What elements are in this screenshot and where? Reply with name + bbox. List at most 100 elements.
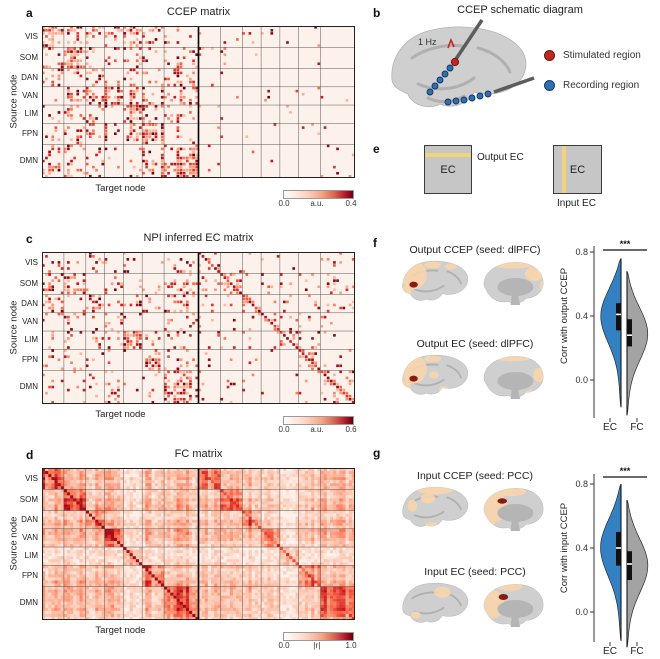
network-label-lim: LIM	[24, 109, 38, 119]
network-label-dmn: DMN	[19, 598, 38, 608]
legend-label: Stimulated region	[563, 50, 641, 61]
dlpfc-seed-region	[409, 375, 418, 382]
colorbar-min: 0.0	[278, 425, 290, 434]
network-label-vis: VIS	[25, 257, 38, 267]
panel-e: e EC Output EC EC Input EC	[370, 138, 660, 233]
panel-letter-f: f	[373, 236, 377, 250]
matrix-title-ec: NPI inferred EC matrix	[143, 232, 254, 244]
schematic-title: CCEP schematic diagram	[457, 4, 583, 16]
ccep-heatmap-canvas	[42, 26, 355, 178]
panel-letter-g: g	[373, 446, 381, 460]
input-ec-column-highlight	[562, 146, 566, 193]
panel-letter-d: d	[26, 448, 34, 462]
panel-c: c NPI inferred EC matrix Source node VIS…	[0, 228, 400, 448]
network-label-van: VAN	[22, 316, 38, 326]
input-ec-label: Input EC	[557, 198, 596, 209]
violin-plot-output: 0.0 0.4 0.8 Corr with output CCEP EC FC ***	[559, 239, 649, 433]
ccep-schematic-brain: 1 Hz	[391, 19, 535, 108]
ec-box-label: EC	[569, 163, 586, 176]
network-label-dmn: DMN	[19, 382, 38, 392]
network-label-van: VAN	[22, 532, 38, 542]
brain-map-output-ec-lateral	[402, 354, 469, 395]
stimulated-electrode-icon	[450, 57, 460, 67]
colorbar-min: 0.0	[278, 641, 290, 650]
colorbar	[283, 416, 354, 425]
colorbar-max: 1.0	[345, 641, 357, 650]
colorbar-max: 0.6	[345, 425, 357, 434]
matrix-title-fc: FC matrix	[174, 448, 223, 460]
panel-letter-c: c	[26, 232, 33, 246]
recording-region-icon	[544, 80, 555, 91]
brain-map-input-ccep-lateral	[402, 486, 469, 527]
recording-electrodes-icons	[426, 64, 492, 106]
electrode-shaft-1	[454, 19, 484, 60]
brain-map-input-ccep-medial	[483, 488, 544, 531]
output-ec-map-title: Output EC (seed: dlPFC)	[416, 338, 534, 350]
stim-frequency-label: 1 Hz	[418, 37, 437, 47]
y-tick-label: 0.0	[575, 375, 588, 385]
panel-d: d FC matrix Source node VIS SOM DAN VAN LIM F…	[0, 444, 400, 659]
violin-ec	[600, 258, 622, 408]
panel-f: f Output CCEP (seed: dlPFC) Output EC (s…	[370, 234, 660, 444]
colorbar-min: 0.0	[278, 199, 290, 208]
ec-box-label: EC	[440, 163, 456, 176]
legend-label: Recording region	[563, 80, 640, 91]
group-label-fc: FC	[630, 422, 643, 433]
brain-map-output-ccep-medial	[483, 262, 544, 305]
matrix-title-ccep: CCEP matrix	[166, 6, 231, 18]
corpus-callosum	[497, 504, 534, 522]
violin-fc	[626, 499, 649, 648]
brainstem	[510, 520, 521, 531]
network-label-fpn: FPN	[22, 128, 38, 138]
stimulated-region-icon	[544, 50, 555, 61]
y-tick-label: 0.8	[575, 247, 588, 257]
y-tick-label: 0.4	[575, 311, 588, 321]
pcc-seed-region	[497, 498, 507, 504]
brainstem	[510, 616, 521, 627]
brain-map-input-ec-medial	[483, 584, 544, 627]
panel-letter-a: a	[26, 6, 33, 20]
group-label-ec: EC	[603, 422, 617, 433]
y-axis-label: Corr with input CCEP	[559, 503, 570, 593]
iqr-box-fc	[627, 551, 632, 580]
colorbar	[283, 190, 354, 199]
violin-fc	[626, 271, 649, 416]
network-label-vis: VIS	[25, 473, 38, 483]
brainstem	[510, 388, 521, 399]
input-ec-map-title: Input EC (seed: PCC)	[424, 566, 526, 578]
network-labels: VIS SOM DAN VAN LIM FPN DMN	[0, 26, 38, 178]
network-label-fpn: FPN	[22, 570, 38, 580]
panel-a: a CCEP matrix Source node VIS SOM DAN VAN LI…	[0, 2, 400, 222]
network-label-som: SOM	[19, 494, 38, 504]
brain-map-output-ec-medial	[483, 356, 544, 399]
fc-heatmap-canvas	[42, 468, 355, 620]
significance-stars: ***	[620, 239, 631, 249]
output-ec-row-highlight	[425, 153, 471, 157]
iqr-box-fc	[627, 319, 632, 347]
panel-letter-e: e	[373, 142, 380, 156]
legend-item-recording: Recording region	[544, 80, 639, 91]
network-label-fpn: FPN	[22, 354, 38, 364]
brain-map-input-ec-lateral	[402, 582, 469, 623]
network-label-dan: DAN	[21, 514, 38, 524]
dlpfc-seed-region	[409, 281, 418, 288]
pcc-seed-region	[498, 594, 509, 600]
colorbar	[283, 632, 354, 641]
electrode-shaft-2	[493, 76, 535, 94]
network-label-dan: DAN	[21, 72, 38, 82]
network-label-van: VAN	[22, 90, 38, 100]
legend-item-stimulated: Stimulated region	[544, 50, 641, 61]
violin-plot-input: 0.0 0.4 0.8 Corr with input CCEP EC FC ***	[559, 466, 649, 657]
corpus-callosum	[497, 600, 534, 618]
colorbar-unit: |r|	[313, 641, 321, 650]
output-ec-box: EC	[424, 145, 472, 194]
iqr-box-ec	[616, 303, 621, 331]
brain-map-output-ccep-lateral	[402, 260, 469, 301]
network-label-som: SOM	[19, 278, 38, 288]
brainstem	[510, 294, 521, 305]
input-ec-box: EC	[553, 145, 602, 194]
corpus-callosum	[497, 372, 534, 390]
y-axis-label: Corr with output CCEP	[559, 268, 570, 364]
network-label-dan: DAN	[21, 298, 38, 308]
